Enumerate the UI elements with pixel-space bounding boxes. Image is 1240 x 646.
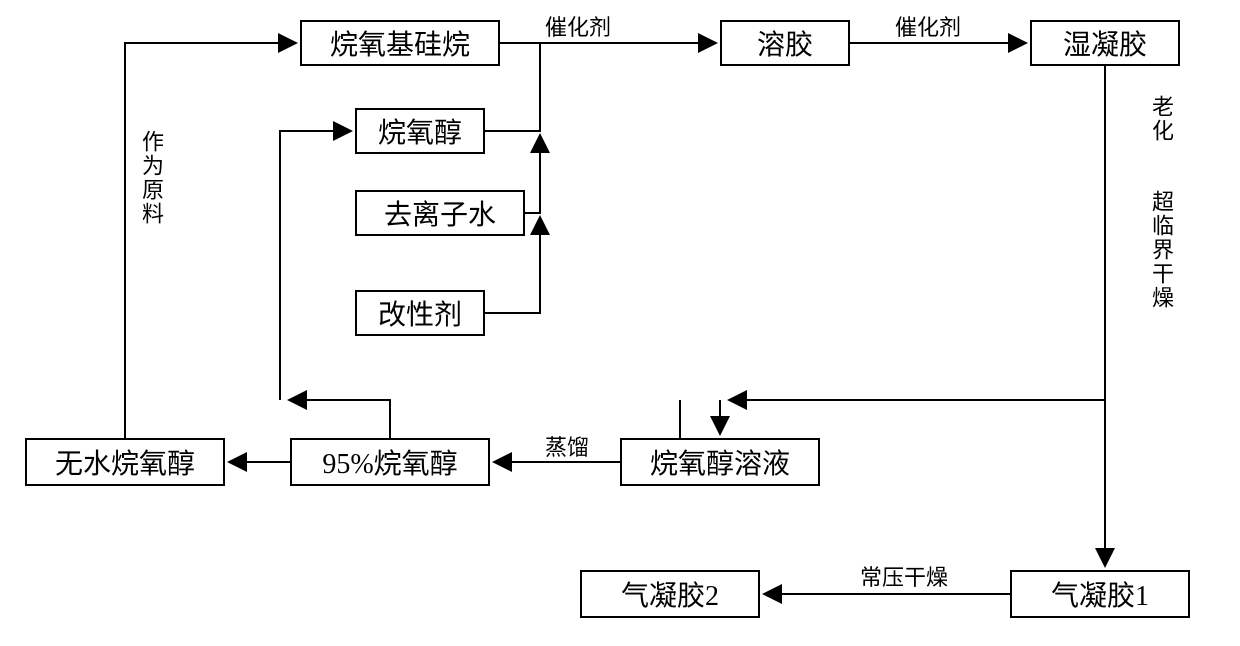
node-alkoxy-solution: 烷氧醇溶液 xyxy=(620,438,820,486)
node-sol: 溶胶 xyxy=(720,20,850,66)
edge-label-atm-dry: 常压干燥 xyxy=(860,560,948,592)
node-label: 去离子水 xyxy=(384,193,496,233)
arrow-layer xyxy=(0,0,1240,646)
node-label: 气凝胶1 xyxy=(1051,574,1149,614)
node-label: 气凝胶2 xyxy=(621,574,719,614)
edge-label-catalyst1: 催化剂 xyxy=(545,10,611,42)
node-label: 95%烷氧醇 xyxy=(322,442,457,482)
node-label: 烷氧醇 xyxy=(378,111,462,151)
node-label: 改性剂 xyxy=(378,293,462,333)
node-label: 无水烷氧醇 xyxy=(55,442,195,482)
node-modifier: 改性剂 xyxy=(355,290,485,336)
edge-label-aging: 老化 xyxy=(1145,95,1177,143)
node-aerogel1: 气凝胶1 xyxy=(1010,570,1190,618)
node-label: 溶胶 xyxy=(757,23,813,63)
edge-label-catalyst2: 催化剂 xyxy=(895,10,961,42)
node-label: 烷氧基硅烷 xyxy=(330,23,470,63)
node-label: 烷氧醇溶液 xyxy=(650,442,790,482)
node-pct95: 95%烷氧醇 xyxy=(290,438,490,486)
node-di-water: 去离子水 xyxy=(355,190,525,236)
node-anhydrous: 无水烷氧醇 xyxy=(25,438,225,486)
node-aerogel2: 气凝胶2 xyxy=(580,570,760,618)
node-alkoxysilane: 烷氧基硅烷 xyxy=(300,20,500,66)
edge-label-supercrit: 超临界干燥 xyxy=(1145,190,1177,310)
node-label: 湿凝胶 xyxy=(1063,23,1147,63)
node-wet-gel: 湿凝胶 xyxy=(1030,20,1180,66)
node-alkoxy-alcohol: 烷氧醇 xyxy=(355,108,485,154)
edge-label-raw-material: 作为原料 xyxy=(135,130,167,226)
edge-label-distill: 蒸馏 xyxy=(545,430,589,462)
